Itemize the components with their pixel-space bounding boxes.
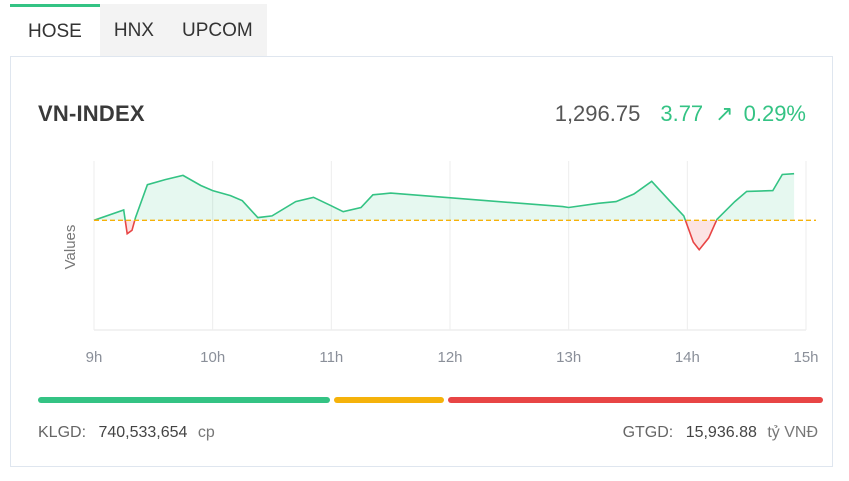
x-tick-label: 14h bbox=[675, 349, 700, 366]
volume-value: 740,533,654 bbox=[98, 424, 188, 441]
intraday-chart: 9h 10h 11h 12h 13h 14h 15h Values bbox=[62, 161, 819, 366]
x-tick-label: 13h bbox=[556, 349, 581, 366]
tab-hose[interactable]: HOSE bbox=[10, 4, 100, 56]
index-values: 1,296.75 3.77 ↗ 0.29% bbox=[555, 101, 806, 127]
index-name: VN-INDEX bbox=[38, 101, 145, 126]
decliners-bar bbox=[448, 397, 823, 403]
index-value: 1,296.75 bbox=[554, 101, 641, 126]
turnover-unit: tỷ VNĐ bbox=[767, 424, 818, 441]
advancers-bar bbox=[38, 397, 330, 403]
exchange-tabs: HOSE HNX UPCOM bbox=[10, 4, 267, 56]
unchanged-bar bbox=[334, 397, 444, 403]
index-line-up bbox=[93, 172, 795, 221]
index-card: VN-INDEX 1,296.75 3.77 ↗ 0.29% 9h 10h 11h 1… bbox=[10, 56, 833, 467]
volume-unit: cp bbox=[197, 424, 215, 441]
x-tick-label: 15h bbox=[793, 349, 818, 366]
volume-label: KLGD: bbox=[38, 424, 87, 441]
y-axis-label: Values bbox=[62, 225, 79, 270]
x-tick-label: 11h bbox=[319, 349, 343, 366]
turnover-info: GTGD: 15,936.88 tỷ VNĐ bbox=[623, 424, 818, 442]
x-tick-label: 10h bbox=[200, 349, 225, 366]
x-tick-label: 12h bbox=[437, 349, 462, 366]
turnover-value: 15,936.88 bbox=[685, 424, 757, 441]
tab-upcom[interactable]: UPCOM bbox=[167, 4, 267, 56]
index-change: 3.77 bbox=[660, 101, 704, 126]
turnover-label: GTGD: bbox=[622, 424, 674, 441]
area-above-reference bbox=[94, 173, 795, 221]
arrow-up-right-icon: ↗ bbox=[715, 101, 734, 126]
x-tick-label: 9h bbox=[86, 349, 103, 366]
index-line-down bbox=[94, 220, 718, 251]
index-change-pct: 0.29% bbox=[743, 101, 806, 126]
volume-info: KLGD: 740,533,654 cp bbox=[38, 424, 215, 442]
tab-hnx[interactable]: HNX bbox=[99, 4, 168, 56]
